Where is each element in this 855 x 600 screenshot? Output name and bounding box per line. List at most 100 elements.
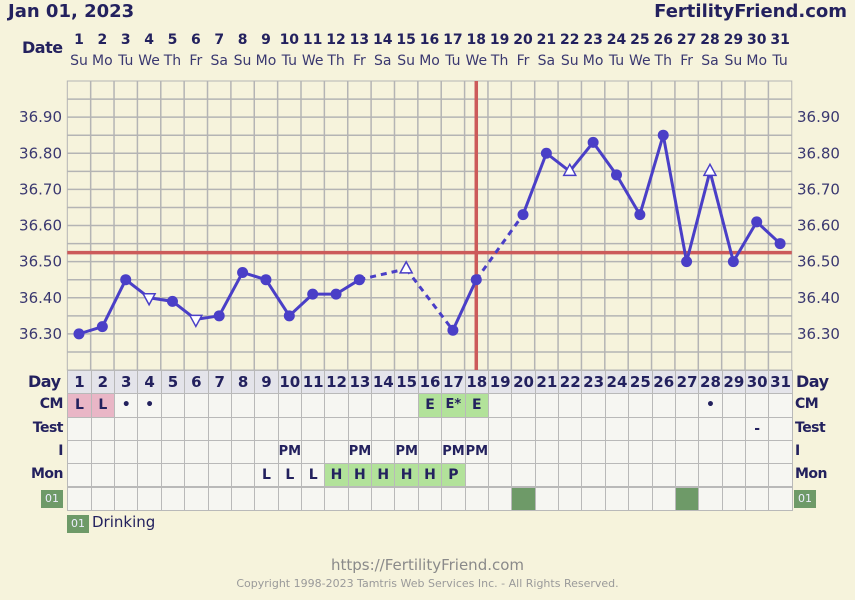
- table-cell-test[interactable]: [768, 416, 793, 441]
- table-cell-mon[interactable]: [558, 463, 583, 488]
- table-cell-i[interactable]: [90, 439, 116, 465]
- table-cell-mon[interactable]: [160, 463, 186, 488]
- table-cell-i[interactable]: [534, 439, 560, 465]
- table-cell-mon[interactable]: [207, 463, 232, 488]
- table-cell-cm[interactable]: [371, 393, 396, 418]
- table-cell-cm[interactable]: [394, 393, 419, 418]
- table-cell-i[interactable]: [67, 439, 92, 465]
- table-cell-test[interactable]: [558, 416, 583, 441]
- table-cell-01[interactable]: [230, 486, 256, 511]
- table-cell-cm[interactable]: E: [464, 393, 489, 418]
- table-cell-01[interactable]: [534, 486, 560, 511]
- table-cell-test[interactable]: [184, 416, 209, 441]
- table-cell-cm[interactable]: [230, 393, 256, 418]
- table-cell-i[interactable]: PM: [441, 439, 466, 465]
- table-cell-test[interactable]: [441, 416, 466, 441]
- table-cell-01[interactable]: [745, 486, 770, 511]
- table-cell-i[interactable]: PM: [464, 439, 489, 465]
- table-cell-i[interactable]: [674, 439, 700, 465]
- table-cell-i[interactable]: [745, 439, 770, 465]
- table-cell-i[interactable]: [417, 439, 443, 465]
- table-cell-01[interactable]: [674, 486, 700, 511]
- table-cell-test[interactable]: [371, 416, 396, 441]
- table-cell-i[interactable]: [487, 439, 513, 465]
- table-cell-i[interactable]: [254, 439, 279, 465]
- table-cell-cm[interactable]: [511, 393, 536, 418]
- table-cell-mon[interactable]: [511, 463, 536, 488]
- table-cell-test[interactable]: [487, 416, 513, 441]
- table-cell-test[interactable]: [628, 416, 653, 441]
- table-cell-mon[interactable]: [745, 463, 770, 488]
- table-cell-01[interactable]: [114, 486, 139, 511]
- table-cell-mon[interactable]: [651, 463, 676, 488]
- table-cell-01[interactable]: [558, 486, 583, 511]
- table-cell-cm[interactable]: L: [67, 393, 92, 418]
- table-cell-01[interactable]: [487, 486, 513, 511]
- table-cell-cm[interactable]: [651, 393, 676, 418]
- table-cell-i[interactable]: [324, 439, 349, 465]
- table-cell-cm[interactable]: L: [90, 393, 116, 418]
- table-cell-mon[interactable]: L: [254, 463, 279, 488]
- table-cell-i[interactable]: [160, 439, 186, 465]
- table-cell-test[interactable]: [651, 416, 676, 441]
- table-cell-mon[interactable]: [768, 463, 793, 488]
- table-cell-01[interactable]: [67, 486, 92, 511]
- table-cell-i[interactable]: [371, 439, 396, 465]
- table-cell-01[interactable]: [90, 486, 116, 511]
- table-cell-cm[interactable]: [207, 393, 232, 418]
- table-cell-cm[interactable]: [184, 393, 209, 418]
- table-cell-mon[interactable]: [90, 463, 116, 488]
- table-cell-01[interactable]: [464, 486, 489, 511]
- table-cell-mon[interactable]: [114, 463, 139, 488]
- table-cell-mon[interactable]: [698, 463, 723, 488]
- table-cell-test[interactable]: [534, 416, 560, 441]
- table-cell-cm[interactable]: [534, 393, 560, 418]
- table-cell-01[interactable]: [768, 486, 793, 511]
- table-cell-i[interactable]: [511, 439, 536, 465]
- table-cell-i[interactable]: [207, 439, 232, 465]
- table-cell-test[interactable]: [417, 416, 443, 441]
- table-cell-mon[interactable]: [184, 463, 209, 488]
- table-cell-test[interactable]: [254, 416, 279, 441]
- table-cell-mon[interactable]: P: [441, 463, 466, 488]
- table-cell-01[interactable]: [347, 486, 373, 511]
- table-cell-test[interactable]: [604, 416, 630, 441]
- table-cell-mon[interactable]: [534, 463, 560, 488]
- table-cell-01[interactable]: [160, 486, 186, 511]
- table-cell-mon[interactable]: [581, 463, 606, 488]
- table-cell-01[interactable]: [277, 486, 302, 511]
- table-cell-cm[interactable]: [558, 393, 583, 418]
- table-cell-01[interactable]: [207, 486, 232, 511]
- table-cell-test[interactable]: [277, 416, 302, 441]
- table-cell-test[interactable]: [324, 416, 349, 441]
- table-cell-01[interactable]: [417, 486, 443, 511]
- table-cell-i[interactable]: [230, 439, 256, 465]
- table-cell-test[interactable]: [698, 416, 723, 441]
- table-cell-01[interactable]: [511, 486, 536, 511]
- table-cell-test[interactable]: [137, 416, 162, 441]
- table-cell-i[interactable]: [558, 439, 583, 465]
- table-cell-cm[interactable]: [674, 393, 700, 418]
- table-cell-cm[interactable]: •: [698, 393, 723, 418]
- table-cell-test[interactable]: [230, 416, 256, 441]
- table-cell-mon[interactable]: H: [324, 463, 349, 488]
- table-cell-01[interactable]: [371, 486, 396, 511]
- table-cell-mon[interactable]: [67, 463, 92, 488]
- table-cell-test[interactable]: [301, 416, 326, 441]
- table-cell-test[interactable]: [721, 416, 747, 441]
- table-cell-test[interactable]: [674, 416, 700, 441]
- table-cell-cm[interactable]: [487, 393, 513, 418]
- table-cell-cm[interactable]: [604, 393, 630, 418]
- table-cell-mon[interactable]: [137, 463, 162, 488]
- table-cell-cm[interactable]: E: [417, 393, 443, 418]
- table-cell-test[interactable]: [160, 416, 186, 441]
- table-cell-01[interactable]: [604, 486, 630, 511]
- table-cell-cm[interactable]: E*: [441, 393, 466, 418]
- table-cell-01[interactable]: [441, 486, 466, 511]
- table-cell-cm[interactable]: [160, 393, 186, 418]
- table-cell-mon[interactable]: [628, 463, 653, 488]
- table-cell-test[interactable]: [67, 416, 92, 441]
- table-cell-mon[interactable]: [464, 463, 489, 488]
- table-cell-i[interactable]: [768, 439, 793, 465]
- table-cell-mon[interactable]: H: [417, 463, 443, 488]
